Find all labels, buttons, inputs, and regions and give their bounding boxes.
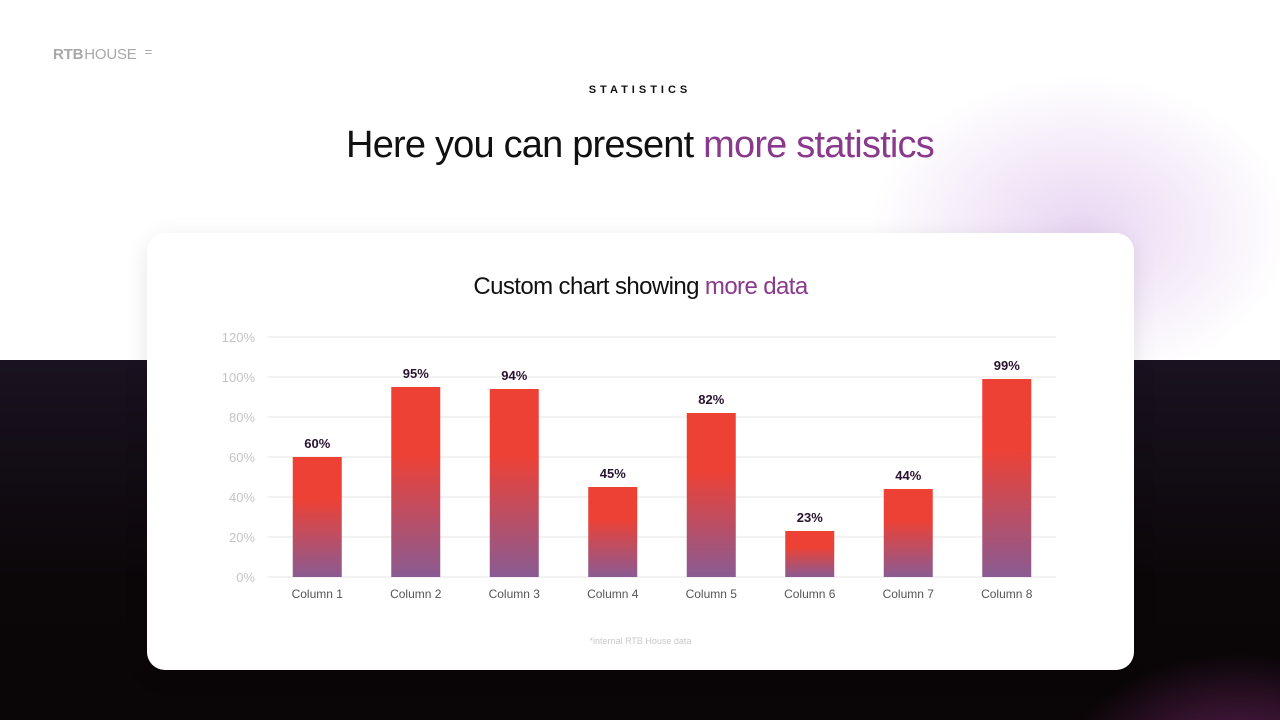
- bar: [785, 531, 835, 577]
- chart-title-accent: more data: [704, 273, 808, 300]
- chart-title: Custom chart showing more data: [147, 273, 1134, 301]
- x-tick-label: Column 8: [981, 587, 1033, 601]
- page-title: Here you can present more statistics: [0, 124, 1280, 167]
- data-label: 94%: [501, 368, 527, 383]
- bar: [883, 489, 933, 577]
- data-label: 60%: [304, 436, 330, 451]
- brand-logo[interactable]: RTB HOUSE =: [53, 44, 153, 63]
- x-tick-label: Column 2: [390, 587, 442, 601]
- y-tick-label: 100%: [222, 370, 256, 385]
- page-title-accent: more statistics: [703, 124, 935, 166]
- brand-logo-part2: HOUSE: [84, 46, 137, 63]
- y-tick-label: 80%: [229, 410, 255, 425]
- chart-footnote: *internal RTB House data: [589, 636, 692, 646]
- bar: [292, 457, 342, 577]
- bar-chart: 0% 20% 40% 60% 80% 100% 120% 60% Column 1 95% Colu…: [222, 330, 1056, 601]
- brand-logo-part1: RTB: [53, 46, 84, 63]
- x-tick-label: Column 6: [784, 587, 836, 601]
- data-label: 44%: [895, 468, 921, 483]
- data-label: 45%: [600, 466, 626, 481]
- menu-icon[interactable]: =: [144, 44, 153, 59]
- bar: [588, 487, 638, 577]
- section-eyebrow: STATISTICS: [588, 84, 692, 96]
- y-tick-label: 40%: [229, 490, 255, 505]
- y-tick-label: 20%: [229, 530, 255, 545]
- x-tick-label: Column 7: [883, 587, 935, 601]
- bar: [391, 387, 441, 577]
- chart-card: Custom chart showing more data 0% 20% 40% 6…: [147, 233, 1134, 670]
- x-tick-label: Column 5: [686, 587, 738, 601]
- data-label: 82%: [698, 392, 724, 407]
- x-tick-label: Column 3: [489, 587, 541, 601]
- y-tick-label: 60%: [229, 450, 255, 465]
- page-title-main: Here you can present: [346, 124, 704, 166]
- y-tick-label: 0%: [236, 570, 255, 585]
- bar: [982, 379, 1032, 577]
- bar: [686, 413, 736, 577]
- chart-title-main: Custom chart showing: [473, 273, 705, 300]
- x-tick-label: Column 4: [587, 587, 639, 601]
- bar: [489, 389, 539, 577]
- data-label: 95%: [403, 366, 429, 381]
- x-tick-label: Column 1: [292, 587, 344, 601]
- data-label: 23%: [797, 510, 823, 525]
- y-tick-label: 120%: [222, 330, 256, 345]
- data-label: 99%: [994, 358, 1020, 373]
